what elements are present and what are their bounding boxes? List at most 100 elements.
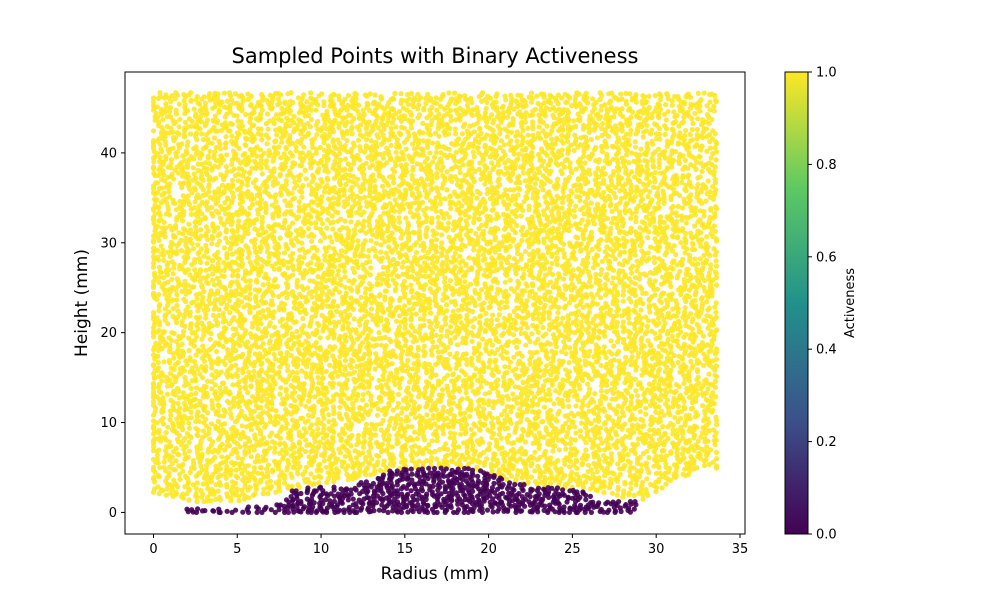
data-point	[202, 403, 208, 410]
data-point	[168, 248, 174, 254]
data-point	[426, 318, 432, 324]
data-point	[383, 358, 390, 364]
data-point	[422, 254, 428, 260]
data-point	[167, 342, 173, 348]
data-point	[337, 252, 343, 258]
data-point	[229, 182, 236, 188]
data-point	[389, 361, 395, 367]
data-point	[276, 478, 282, 484]
data-point	[415, 358, 421, 364]
data-point	[336, 289, 342, 295]
data-point	[378, 315, 384, 321]
data-point	[226, 203, 232, 210]
data-point	[295, 231, 302, 237]
data-point	[166, 189, 172, 195]
data-point	[209, 372, 215, 378]
data-point	[209, 204, 215, 211]
data-point	[170, 271, 176, 277]
data-point	[209, 398, 215, 404]
data-point	[161, 328, 167, 335]
data-point	[350, 265, 356, 271]
data-point	[303, 437, 309, 443]
data-point	[156, 308, 162, 314]
data-point	[156, 119, 162, 125]
data-point	[224, 491, 230, 497]
data-point	[372, 336, 378, 342]
data-point	[222, 211, 229, 217]
data-point	[229, 133, 235, 139]
data-point	[407, 209, 413, 215]
data-point	[329, 97, 335, 104]
data-point	[245, 302, 251, 308]
data-point	[228, 467, 234, 473]
data-point	[329, 149, 335, 155]
data-point	[305, 120, 311, 127]
data-point	[361, 253, 367, 259]
data-point	[444, 308, 450, 314]
data-point	[388, 142, 394, 148]
data-point	[351, 369, 357, 375]
data-point	[238, 338, 244, 344]
data-point	[383, 250, 389, 256]
data-point	[202, 214, 208, 221]
data-point	[413, 338, 419, 344]
data-point	[150, 456, 157, 462]
data-point	[173, 338, 180, 345]
data-point	[181, 180, 187, 186]
data-point	[337, 233, 343, 239]
data-point	[287, 325, 293, 331]
data-point	[197, 371, 203, 377]
data-point	[218, 203, 224, 209]
data-point	[312, 350, 318, 356]
data-point	[160, 421, 166, 427]
data-point	[198, 150, 204, 156]
data-point	[405, 220, 411, 226]
data-point	[204, 166, 210, 172]
data-point	[251, 373, 257, 380]
data-point	[314, 320, 321, 326]
data-point	[424, 155, 430, 161]
data-point	[157, 154, 163, 161]
data-point	[185, 108, 191, 114]
data-point	[218, 153, 224, 159]
data-point	[196, 273, 202, 279]
data-point	[390, 348, 396, 354]
data-point	[212, 149, 218, 155]
data-point	[227, 102, 233, 108]
data-point	[349, 432, 355, 439]
data-point	[214, 118, 220, 124]
data-point	[271, 116, 277, 122]
data-point	[283, 178, 289, 184]
data-point	[167, 223, 173, 229]
data-point	[150, 290, 157, 296]
data-point	[197, 348, 203, 354]
data-point	[194, 296, 200, 302]
data-point	[299, 260, 305, 266]
data-point	[363, 421, 369, 428]
data-point	[262, 326, 269, 332]
data-point	[260, 282, 266, 288]
data-point	[215, 408, 221, 414]
data-point	[215, 164, 221, 170]
data-point	[374, 412, 381, 418]
data-point	[288, 402, 294, 409]
data-point	[420, 130, 426, 136]
data-point	[275, 204, 281, 210]
data-point	[155, 359, 161, 366]
data-point	[216, 312, 222, 319]
data-point	[187, 236, 193, 242]
data-point	[405, 265, 411, 271]
data-point	[391, 256, 397, 263]
data-point	[392, 90, 398, 96]
data-point	[265, 259, 271, 265]
data-point	[353, 100, 359, 106]
data-point	[408, 282, 414, 288]
data-point	[256, 373, 262, 379]
data-point	[393, 124, 399, 130]
data-point	[277, 171, 283, 178]
data-point	[180, 348, 186, 354]
data-point	[245, 255, 251, 261]
data-point	[212, 454, 218, 460]
data-point	[234, 308, 240, 314]
data-point	[193, 390, 199, 396]
